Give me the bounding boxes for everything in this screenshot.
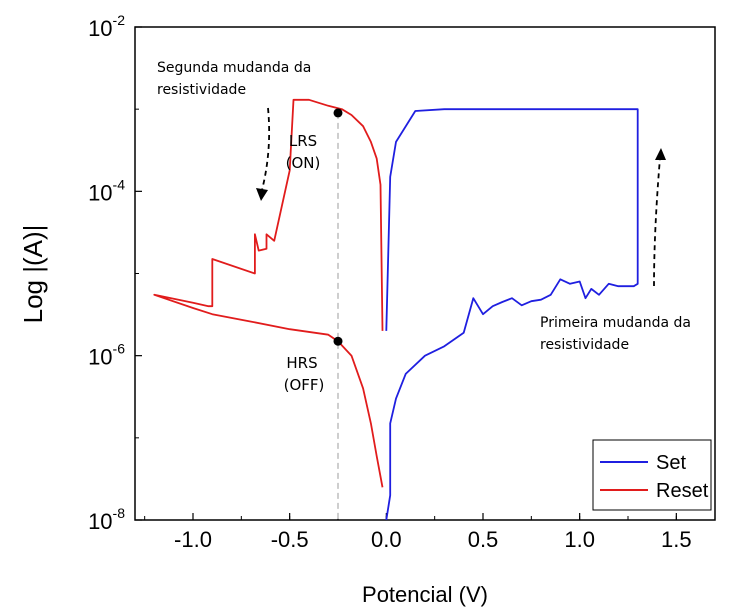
x-tick-label: -0.5 bbox=[271, 527, 309, 552]
annotation-primeira-line2: resistividade bbox=[540, 337, 629, 353]
y-tick-label: 10-8 bbox=[88, 505, 125, 534]
x-tick-label: 0.0 bbox=[371, 527, 402, 552]
legend-reset-label: Reset bbox=[656, 480, 709, 502]
y-tick-label: 10-2 bbox=[88, 12, 125, 41]
y-tick-label: 10-6 bbox=[88, 341, 125, 370]
lrs-state-label: (ON) bbox=[286, 154, 321, 172]
x-axis-title: Potencial (V) bbox=[362, 582, 488, 607]
annotation-segunda-line2: resistividade bbox=[157, 82, 246, 98]
series-set-line bbox=[385, 108, 639, 521]
annotation-segunda-line1: Segunda mudanda da bbox=[157, 60, 311, 76]
y-axis-title: Log |(A)| bbox=[18, 225, 48, 324]
lrs-point bbox=[333, 108, 343, 118]
hrs-state-label: (OFF) bbox=[284, 376, 325, 394]
hrs-point bbox=[333, 336, 343, 346]
arrow-down-dashed bbox=[261, 107, 271, 191]
x-tick-label: 1.0 bbox=[564, 527, 595, 552]
x-tick-label: -1.0 bbox=[174, 527, 212, 552]
annotation-primeira-line1: Primeira mudanda da bbox=[540, 315, 691, 331]
x-tick-label: 1.5 bbox=[661, 527, 692, 552]
arrow-up-head bbox=[655, 148, 666, 160]
legend: Set Reset bbox=[592, 439, 712, 511]
arrow-up-dashed bbox=[653, 157, 661, 287]
legend-set-label: Set bbox=[656, 452, 686, 474]
arrow-down-head bbox=[256, 188, 268, 201]
hrs-label: HRS bbox=[286, 354, 317, 372]
x-tick-label: 0.5 bbox=[468, 527, 499, 552]
lrs-label: LRS bbox=[289, 132, 317, 150]
y-tick-label: 10-4 bbox=[88, 176, 125, 205]
legend-box bbox=[592, 439, 712, 511]
